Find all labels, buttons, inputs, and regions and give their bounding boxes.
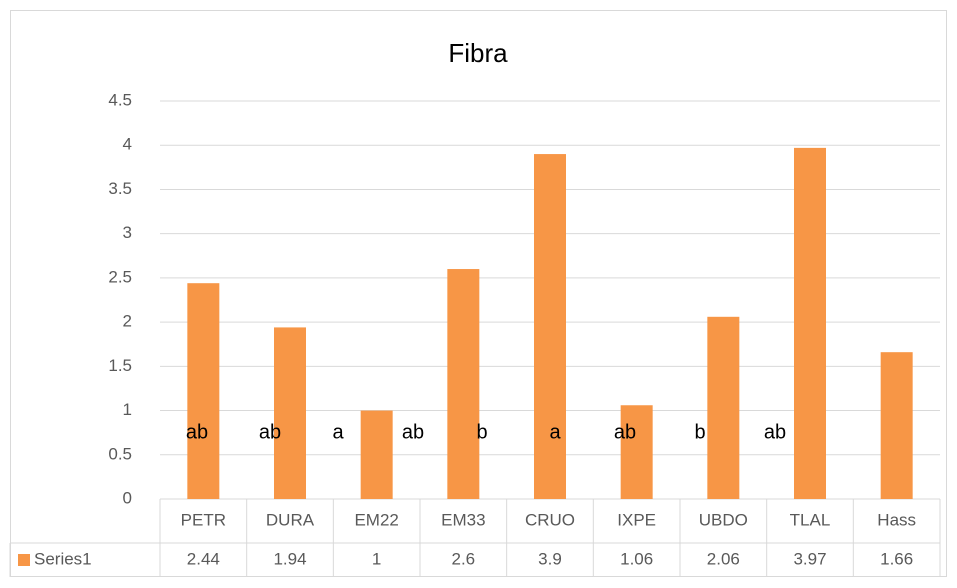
bar <box>620 405 653 499</box>
annotation: ab <box>186 421 208 443</box>
bar <box>880 352 913 499</box>
legend-key <box>18 554 30 566</box>
y-tick-label: 3 <box>123 223 132 242</box>
annotation: ab <box>259 421 281 443</box>
y-tick-label: 1 <box>123 400 132 419</box>
table-value: 1 <box>372 549 381 568</box>
y-tick-label: 2.5 <box>108 267 132 286</box>
bar <box>534 154 566 500</box>
x-tick-label: Hass <box>877 510 916 529</box>
y-tick-label: 3.5 <box>108 179 132 198</box>
table-value: 2.44 <box>187 549 220 568</box>
annotation: a <box>549 421 561 443</box>
x-tick-label: CRUO <box>525 510 575 529</box>
x-tick-label: TLAL <box>790 510 831 529</box>
bar <box>794 147 826 499</box>
bar <box>360 410 393 499</box>
x-tick-label: PETR <box>181 510 226 529</box>
annotation: b <box>476 421 487 443</box>
legend-label: Series1 <box>34 549 92 568</box>
x-tick-label: EM22 <box>354 510 398 529</box>
y-tick-label: 0.5 <box>108 444 132 463</box>
chart-title: Fibra <box>448 38 508 68</box>
table-value: 2.06 <box>707 549 740 568</box>
y-tick-label: 1.5 <box>108 356 132 375</box>
x-tick-label: UBDO <box>699 510 748 529</box>
table-value: 3.97 <box>793 549 826 568</box>
annotation: a <box>332 421 344 443</box>
x-tick-label: IXPE <box>617 510 656 529</box>
y-tick-label: 2 <box>123 312 132 331</box>
table-value: 1.66 <box>880 549 913 568</box>
annotation: ab <box>614 421 636 443</box>
x-tick-label: EM33 <box>441 510 485 529</box>
table-value: 1.06 <box>620 549 653 568</box>
y-tick-label: 4 <box>123 135 132 154</box>
table-value: 1.94 <box>273 549 306 568</box>
annotation: b <box>694 421 705 443</box>
bar <box>274 327 306 499</box>
annotation: ab <box>402 421 424 443</box>
table-value: 3.9 <box>538 549 562 568</box>
y-tick-label: 4.5 <box>108 90 132 109</box>
x-tick-label: DURA <box>266 510 315 529</box>
bar <box>187 283 220 499</box>
bar <box>707 316 740 499</box>
annotation: ab <box>764 421 786 443</box>
bar <box>447 269 480 499</box>
y-tick-label: 0 <box>123 488 132 507</box>
table-value: 2.6 <box>452 549 476 568</box>
